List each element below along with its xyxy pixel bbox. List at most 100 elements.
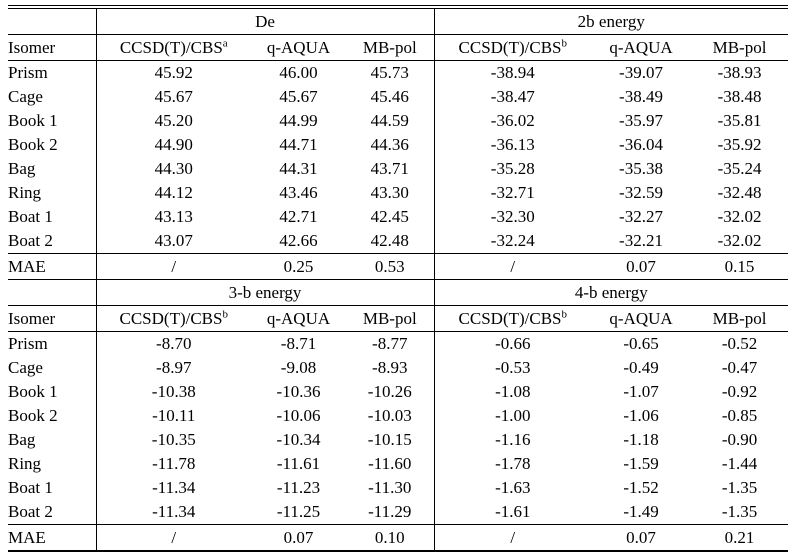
table-row: Boat 1 43.13 42.71 42.45 -32.30 -32.27 -32.02 [8,205,788,229]
column-header-label: MB-pol [712,308,767,328]
table-row: Book 2 44.90 44.71 44.36 -36.13 -36.04 -35.92 [8,133,788,157]
energy-value-cell: -1.63 [495,478,531,497]
energy-value-cell: -10.38 [151,382,196,401]
column-header-label: CCSD(T)/CBS [119,308,223,328]
column-header-label: CCSD(T)/CBS [119,37,223,57]
isomer-name-cell: Boat 1 [8,476,97,500]
table-row: Boat 1 -11.34 -11.23 -11.30 -1.63 -1.52 -1.35 [8,476,788,500]
group-header-row: 3-b energy 4-b energy [8,280,789,306]
column-header-cell: MB-pol [691,305,789,332]
energy-value-cell: 45.73 [346,60,435,85]
energy-value-cell: -35.81 [717,111,762,130]
energy-value-cell: 42.66 [279,231,318,250]
isomer-name-cell: Boat 2 [8,500,97,525]
table-row: Book 1 45.20 44.99 44.59 -36.02 -35.97 -35.81 [8,109,788,133]
energy-value-cell: -0.47 [721,358,758,377]
column-header-cell: CCSD(T)/CBSb [434,305,592,332]
isomer-name-cell: Boat 1 [8,205,97,229]
energy-value-cell: -11.34 [152,502,196,521]
energy-value-cell: -0.65 [623,334,659,353]
energy-value-cell: -11.34 [152,478,196,497]
energy-value-cell: 44.12 [154,183,193,202]
energy-value-cell: -1.35 [721,478,758,497]
energy-value-cell: -32.30 [490,207,535,226]
column-header-cell: Isomer [8,34,97,61]
energy-value-cell: 43.71 [346,157,435,181]
isomer-name-cell: Bag [8,157,97,181]
mae-row: MAE/0.07 0.10/0.07 0.21 [8,524,789,551]
column-header-cell: Isomer [8,305,97,332]
energy-value-cell: 44.59 [346,109,435,133]
energy-value-cell: -10.11 [152,406,196,425]
energy-value-cell: -36.02 [490,111,535,130]
energy-value-cell: -38.49 [619,87,663,106]
energy-value-cell: -1.08 [495,382,531,401]
energy-value-cell: 43.07 [154,231,193,250]
mae-value-cell: 0.07 [591,253,692,280]
column-header-footnote-mark: b [561,307,568,320]
column-header-cell: CCSD(T)/CBSb [434,34,592,61]
mae-value-cell: 0.25 [251,253,346,280]
energy-value-cell: -10.26 [346,380,435,404]
energy-value-cell: -32.71 [490,183,535,202]
mae-value-cell: 0.53 [346,253,435,280]
energy-value-cell: -1.16 [495,430,531,449]
energy-value-cell: 43.46 [279,183,318,202]
energy-value-cell: -10.03 [346,404,435,428]
energy-value-cell: -0.53 [495,358,531,377]
energy-value-cell: -10.35 [151,430,196,449]
energy-value-cell: -11.25 [276,502,321,521]
energy-value-cell: -35.92 [717,135,762,154]
energy-value-cell: 45.67 [279,87,318,106]
energy-value-cell: 44.36 [346,133,435,157]
table-row: Boat 2 -11.34 -11.25 -11.29 -1.61 -1.49 -1.35 [8,500,788,525]
energy-value-cell: -11.30 [346,476,435,500]
energy-value-cell: -0.66 [495,334,531,353]
energy-value-cell: -32.21 [619,231,663,250]
column-header-label: q-AQUA [609,308,673,328]
table-row: Prism 45.92 46.00 45.73 -38.94 -39.07 -38.93 [8,60,788,85]
energy-value-cell: -36.13 [490,135,535,154]
table-row: Cage -8.97 -9.08 -8.93 -0.53 -0.49 -0.47 [8,356,788,380]
bottom-double-rule [8,551,788,554]
column-header-label: q-AQUA [266,37,331,57]
energy-value-cell: 44.31 [279,159,318,178]
energy-value-cell: 42.48 [346,229,435,254]
energy-value-cell: 43.13 [154,207,193,226]
energy-value-cell: 45.46 [346,85,435,109]
energy-value-cell: 43.30 [346,181,435,205]
column-header-label: MB-pol [712,37,767,57]
group-header-label: 4-b energy [434,280,789,306]
energy-value-cell: -8.70 [156,334,192,353]
column-header-cell: q-AQUA [251,305,346,332]
table-row: Cage 45.67 45.67 45.46 -38.47 -38.49 -38.48 [8,85,788,109]
column-header-label: Isomer [8,37,56,57]
energy-value-cell: -32.59 [619,183,663,202]
column-header-label: q-AQUA [266,308,331,328]
column-header-cell: MB-pol [346,34,435,61]
energy-value-cell: -11.29 [346,500,435,525]
mae-value-cell: 0.07 [251,524,346,551]
energy-table-3b-4b: 3-b energy 4-b energy Isomer CCSD(T)/CBSb q-… [8,280,789,551]
group-header-label: 2b energy [434,9,789,35]
column-header-label: MB-pol [362,308,417,328]
energy-value-cell: -9.08 [280,358,317,377]
group-header-spacer [8,9,97,35]
energy-value-cell: -1.06 [623,406,659,425]
energy-value-cell: -38.93 [717,63,762,82]
energy-value-cell: -32.02 [717,207,762,226]
mae-value-cell: 0.07 [591,524,692,551]
column-header-cell: CCSD(T)/CBSa [96,34,251,61]
energy-value-cell: -10.36 [276,382,321,401]
energy-value-cell: -1.52 [623,478,659,497]
column-header-cell: q-AQUA [591,34,692,61]
energy-value-cell: 44.71 [279,135,318,154]
table-row: Ring -11.78 -11.61 -11.60 -1.78 -1.59 -1.44 [8,452,788,476]
energy-value-cell: -8.97 [156,358,192,377]
energy-value-cell: -0.49 [623,358,659,377]
column-header-label: Isomer [8,308,56,328]
mae-slash-cell: / [434,253,592,280]
mae-label-cell: MAE [8,253,97,280]
energy-value-cell: -11.78 [152,454,196,473]
